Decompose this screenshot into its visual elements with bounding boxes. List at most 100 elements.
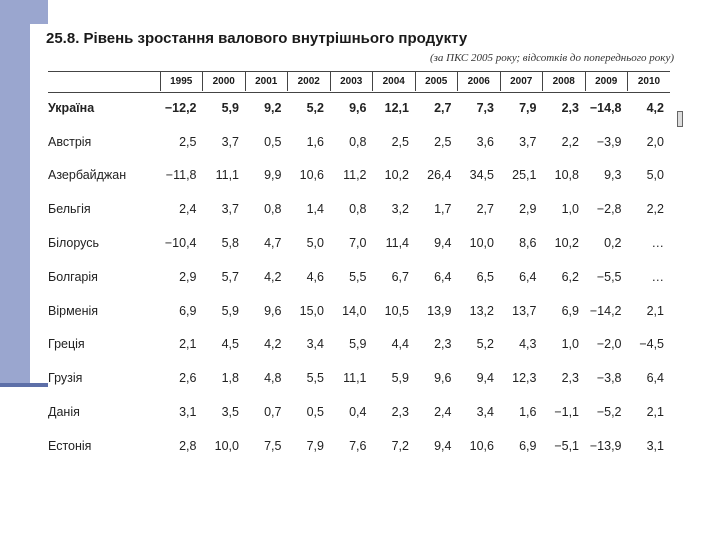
- value-cell: 10,6: [299, 168, 324, 183]
- value-cell: 5,7: [221, 269, 239, 284]
- value-cell: 9,6: [434, 371, 452, 386]
- value-cell: 1,7: [434, 202, 452, 217]
- country-name-cell: Вірменія: [48, 303, 99, 318]
- value-cell: 15,0: [299, 303, 324, 318]
- header-row: 1995 2000 2001 2002 2003 2004 2005 2006 2007 2008…: [48, 72, 670, 91]
- value-cell: 13,2: [469, 303, 494, 318]
- value-cell: 4,7: [264, 236, 282, 251]
- value-cell: −2,0: [596, 337, 622, 352]
- value-cell: 3,7: [221, 202, 239, 217]
- value-cell: 2,7: [434, 100, 452, 115]
- value-cell: 10,0: [214, 438, 239, 453]
- value-cell: 7,5: [264, 438, 282, 453]
- value-cell: −11,8: [165, 168, 197, 183]
- value-cell: 0,8: [264, 202, 282, 217]
- value-cell: 5,2: [306, 100, 324, 115]
- value-cell: 25,1: [512, 168, 537, 183]
- table-row: Естонія 2,8 10,0 7,5 7,9 7,6 7,2 9,4 10,6 6,9 −5,1…: [48, 429, 670, 463]
- value-cell: 1,0: [561, 202, 579, 217]
- value-cell: 9,6: [349, 100, 367, 115]
- value-cell: 11,2: [343, 168, 367, 183]
- value-cell: 3,7: [221, 134, 239, 149]
- value-cell: 10,2: [384, 168, 409, 183]
- value-cell: 2,8: [179, 438, 197, 453]
- year-header-cell: 2005: [414, 72, 458, 91]
- value-cell: 9,2: [264, 100, 282, 115]
- value-cell: −2,8: [596, 202, 622, 217]
- value-cell: 3,1: [646, 438, 664, 453]
- value-cell: 0,8: [349, 134, 367, 149]
- table-row: Бельгія 2,4 3,7 0,8 1,4 0,8 3,2 1,7 2,7 2,9 1,0 −2,…: [48, 192, 670, 226]
- value-cell: 9,3: [604, 168, 622, 183]
- year-header-cell: 2009: [584, 72, 628, 91]
- value-cell: 1,6: [306, 134, 324, 149]
- country-name-cell: Україна: [48, 100, 95, 115]
- value-cell: 6,9: [561, 303, 579, 318]
- value-cell: 0,2: [604, 236, 622, 251]
- value-cell: 3,1: [179, 405, 197, 420]
- value-cell: 10,5: [384, 303, 409, 318]
- value-cell: −4,5: [639, 337, 664, 352]
- value-cell: 3,7: [519, 134, 537, 149]
- value-cell: 4,3: [519, 337, 537, 352]
- value-cell: 6,5: [476, 269, 494, 284]
- value-cell: 0,7: [264, 405, 282, 420]
- value-cell: 3,4: [476, 405, 494, 420]
- value-cell: 12,1: [384, 100, 409, 115]
- slide-accent-line: [0, 383, 48, 387]
- value-cell: 2,0: [646, 134, 664, 149]
- value-cell: 1,6: [519, 405, 537, 420]
- value-cell: 2,4: [434, 405, 452, 420]
- value-cell: 4,4: [391, 337, 409, 352]
- header-country-cell: [48, 72, 160, 91]
- value-cell: 1,8: [221, 371, 239, 386]
- value-cell: 2,6: [179, 371, 197, 386]
- value-cell: 9,4: [476, 371, 494, 386]
- value-cell: 7,9: [306, 438, 324, 453]
- value-cell: 7,3: [476, 100, 494, 115]
- value-cell: 5,9: [221, 303, 239, 318]
- value-cell: 10,0: [469, 236, 494, 251]
- value-cell: 5,9: [349, 337, 367, 352]
- value-cell: 2,2: [646, 202, 664, 217]
- value-cell: 11,1: [343, 371, 367, 386]
- table-row: Вірменія 6,9 5,9 9,6 15,0 14,0 10,5 13,9 13,2 13,…: [48, 294, 670, 328]
- value-cell: 2,9: [519, 202, 537, 217]
- value-cell: −5,1: [554, 438, 579, 453]
- slide-accent-corner: [30, 0, 48, 24]
- table-row: Данія 3,1 3,5 0,7 0,5 0,4 2,3 2,4 3,4 1,6 −1,1 −5,2…: [48, 395, 670, 429]
- value-cell: 14,0: [342, 303, 367, 318]
- value-cell: …: [651, 236, 665, 251]
- table-row: Болгарія 2,9 5,7 4,2 4,6 5,5 6,7 6,4 6,5 6,4 6,2 −5…: [48, 260, 670, 294]
- value-cell: 5,5: [306, 371, 324, 386]
- year-header-cell: 2006: [457, 72, 500, 91]
- value-cell: −3,9: [596, 134, 622, 149]
- document-page: 25.8. Рівень зростання валового внутрішн…: [44, 28, 684, 508]
- value-cell: −13,9: [589, 438, 622, 453]
- value-cell: 2,4: [179, 202, 197, 217]
- value-cell: 7,2: [391, 438, 409, 453]
- edge-marker: [677, 111, 683, 127]
- header-rule-bottom: [48, 92, 670, 93]
- value-cell: 2,1: [646, 303, 664, 318]
- value-cell: 4,5: [221, 337, 239, 352]
- value-cell: 6,9: [519, 438, 537, 453]
- value-cell: 2,5: [434, 134, 452, 149]
- value-cell: 2,3: [561, 100, 579, 115]
- value-cell: 6,2: [561, 269, 579, 284]
- year-header-cell: 2007: [499, 72, 543, 91]
- value-cell: 2,3: [434, 337, 452, 352]
- value-cell: 5,9: [391, 371, 409, 386]
- gdp-growth-table: 1995 2000 2001 2002 2003 2004 2005 2006 2007 2008…: [48, 72, 670, 463]
- value-cell: 10,8: [554, 168, 579, 183]
- value-cell: 2,3: [391, 405, 409, 420]
- table-row: Грузія 2,6 1,8 4,8 5,5 11,1 5,9 9,6 9,4 12,3 2,3 −3…: [48, 361, 670, 395]
- year-header-cell: 2004: [372, 72, 415, 91]
- country-name-cell: Естонія: [48, 438, 92, 453]
- year-header-cell: 2002: [287, 72, 330, 91]
- table-title: 25.8. Рівень зростання валового внутрішн…: [46, 30, 468, 47]
- value-cell: …: [651, 269, 665, 284]
- value-cell: 3,6: [476, 134, 494, 149]
- value-cell: −5,5: [596, 269, 622, 284]
- value-cell: 6,9: [179, 303, 197, 318]
